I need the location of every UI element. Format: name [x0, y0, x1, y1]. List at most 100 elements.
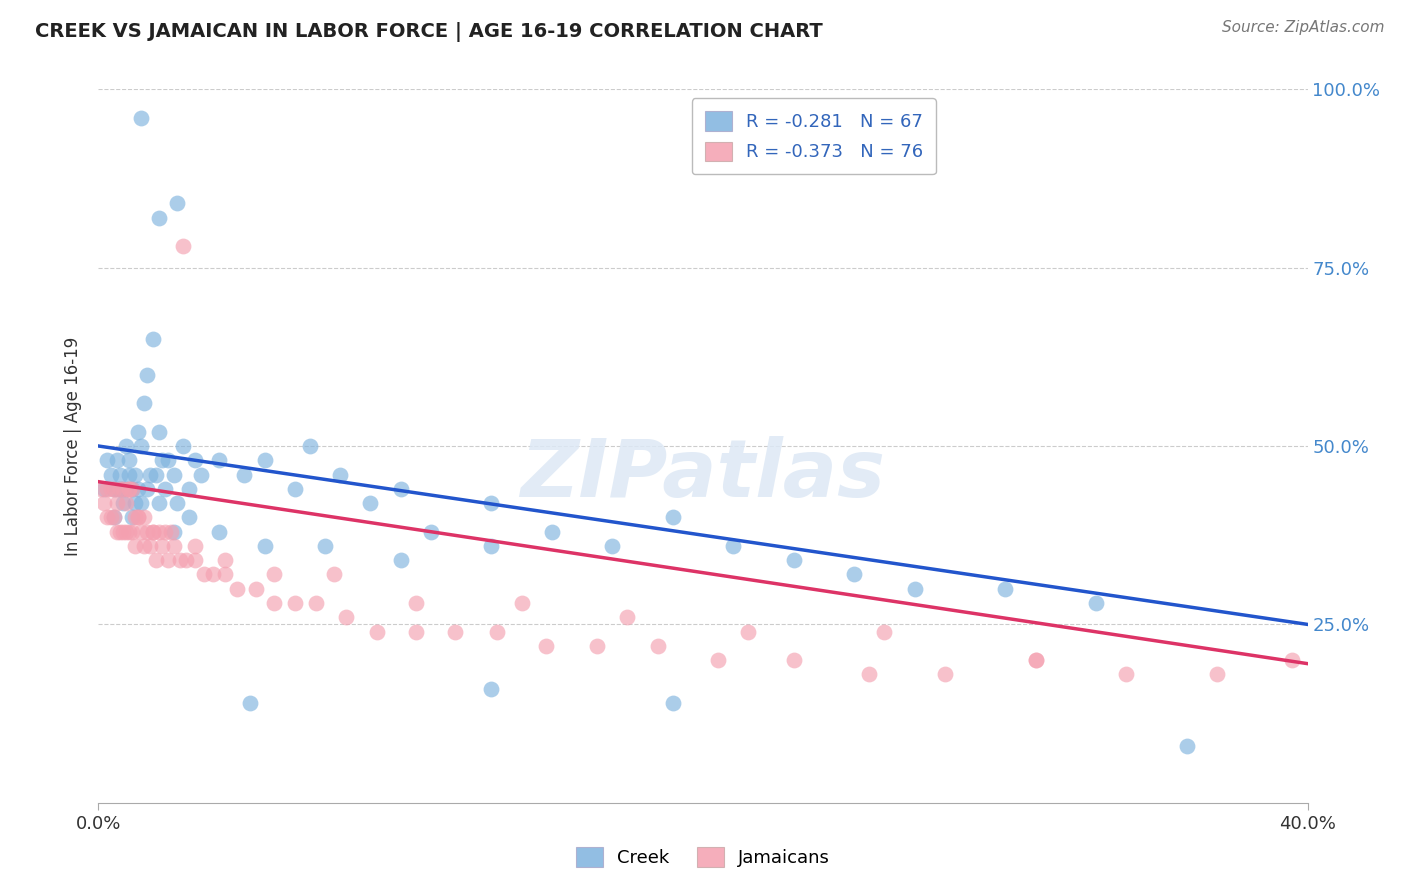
Point [184, 539, 207, 553]
Point [253, 453, 276, 467]
Point [163, 524, 186, 539]
Point [166, 496, 188, 510]
Point [239, 696, 262, 710]
Point [105, 453, 128, 467]
Point [179, 510, 201, 524]
Point [132, 539, 155, 553]
Point [124, 467, 146, 482]
Point [90, 482, 112, 496]
Point [1024, 653, 1046, 667]
Point [904, 582, 927, 596]
Point [366, 624, 388, 639]
Point [1024, 653, 1046, 667]
Point [111, 482, 134, 496]
Point [253, 539, 276, 553]
Point [1085, 596, 1108, 610]
Point [586, 639, 609, 653]
Point [148, 496, 170, 510]
Point [305, 596, 328, 610]
Point [108, 524, 131, 539]
Point [184, 453, 207, 467]
Point [299, 439, 322, 453]
Point [150, 539, 173, 553]
Point [360, 496, 382, 510]
Point [389, 553, 412, 567]
Point [145, 467, 167, 482]
Point [135, 524, 157, 539]
Point [160, 524, 183, 539]
Point [323, 567, 346, 582]
Point [602, 539, 624, 553]
Point [783, 653, 806, 667]
Point [208, 524, 231, 539]
Point [108, 482, 131, 496]
Point [193, 567, 215, 582]
Point [172, 439, 194, 453]
Point [135, 368, 157, 382]
Point [118, 453, 141, 467]
Point [156, 553, 179, 567]
Point [481, 539, 503, 553]
Point [127, 425, 149, 439]
Point [263, 567, 285, 582]
Point [163, 539, 186, 553]
Point [142, 524, 165, 539]
Point [481, 496, 503, 510]
Point [111, 482, 134, 496]
Point [121, 524, 143, 539]
Point [444, 624, 467, 639]
Point [114, 482, 136, 496]
Point [335, 610, 357, 624]
Point [142, 524, 165, 539]
Point [121, 510, 143, 524]
Point [153, 482, 176, 496]
Point [108, 467, 131, 482]
Text: ZIPatlas: ZIPatlas [520, 435, 886, 514]
Point [329, 467, 352, 482]
Point [163, 467, 186, 482]
Point [129, 439, 152, 453]
Point [153, 524, 176, 539]
Point [150, 453, 173, 467]
Point [737, 624, 759, 639]
Point [1281, 653, 1303, 667]
Point [124, 496, 146, 510]
Point [139, 539, 162, 553]
Point [100, 510, 122, 524]
Point [111, 524, 134, 539]
Point [108, 482, 131, 496]
Point [263, 596, 285, 610]
Legend: Creek, Jamaicans: Creek, Jamaicans [567, 838, 839, 876]
Point [873, 624, 896, 639]
Point [148, 211, 170, 225]
Point [114, 496, 136, 510]
Point [124, 510, 146, 524]
Point [214, 553, 236, 567]
Point [103, 482, 125, 496]
Point [214, 567, 236, 582]
Point [132, 396, 155, 410]
Point [232, 467, 254, 482]
Point [93, 496, 115, 510]
Point [844, 567, 866, 582]
Text: Source: ZipAtlas.com: Source: ZipAtlas.com [1222, 20, 1385, 35]
Point [208, 453, 231, 467]
Point [534, 639, 557, 653]
Text: CREEK VS JAMAICAN IN LABOR FORCE | AGE 16-19 CORRELATION CHART: CREEK VS JAMAICAN IN LABOR FORCE | AGE 1… [35, 22, 823, 42]
Point [111, 496, 134, 510]
Point [96, 482, 118, 496]
Point [662, 510, 685, 524]
Point [121, 482, 143, 496]
Point [114, 439, 136, 453]
Point [1115, 667, 1137, 681]
Point [127, 510, 149, 524]
Point [100, 467, 122, 482]
Point [96, 453, 118, 467]
Point [169, 553, 191, 567]
Point [156, 453, 179, 467]
Point [121, 482, 143, 496]
Point [647, 639, 669, 653]
Point [145, 553, 167, 567]
Point [662, 696, 685, 710]
Point [226, 582, 249, 596]
